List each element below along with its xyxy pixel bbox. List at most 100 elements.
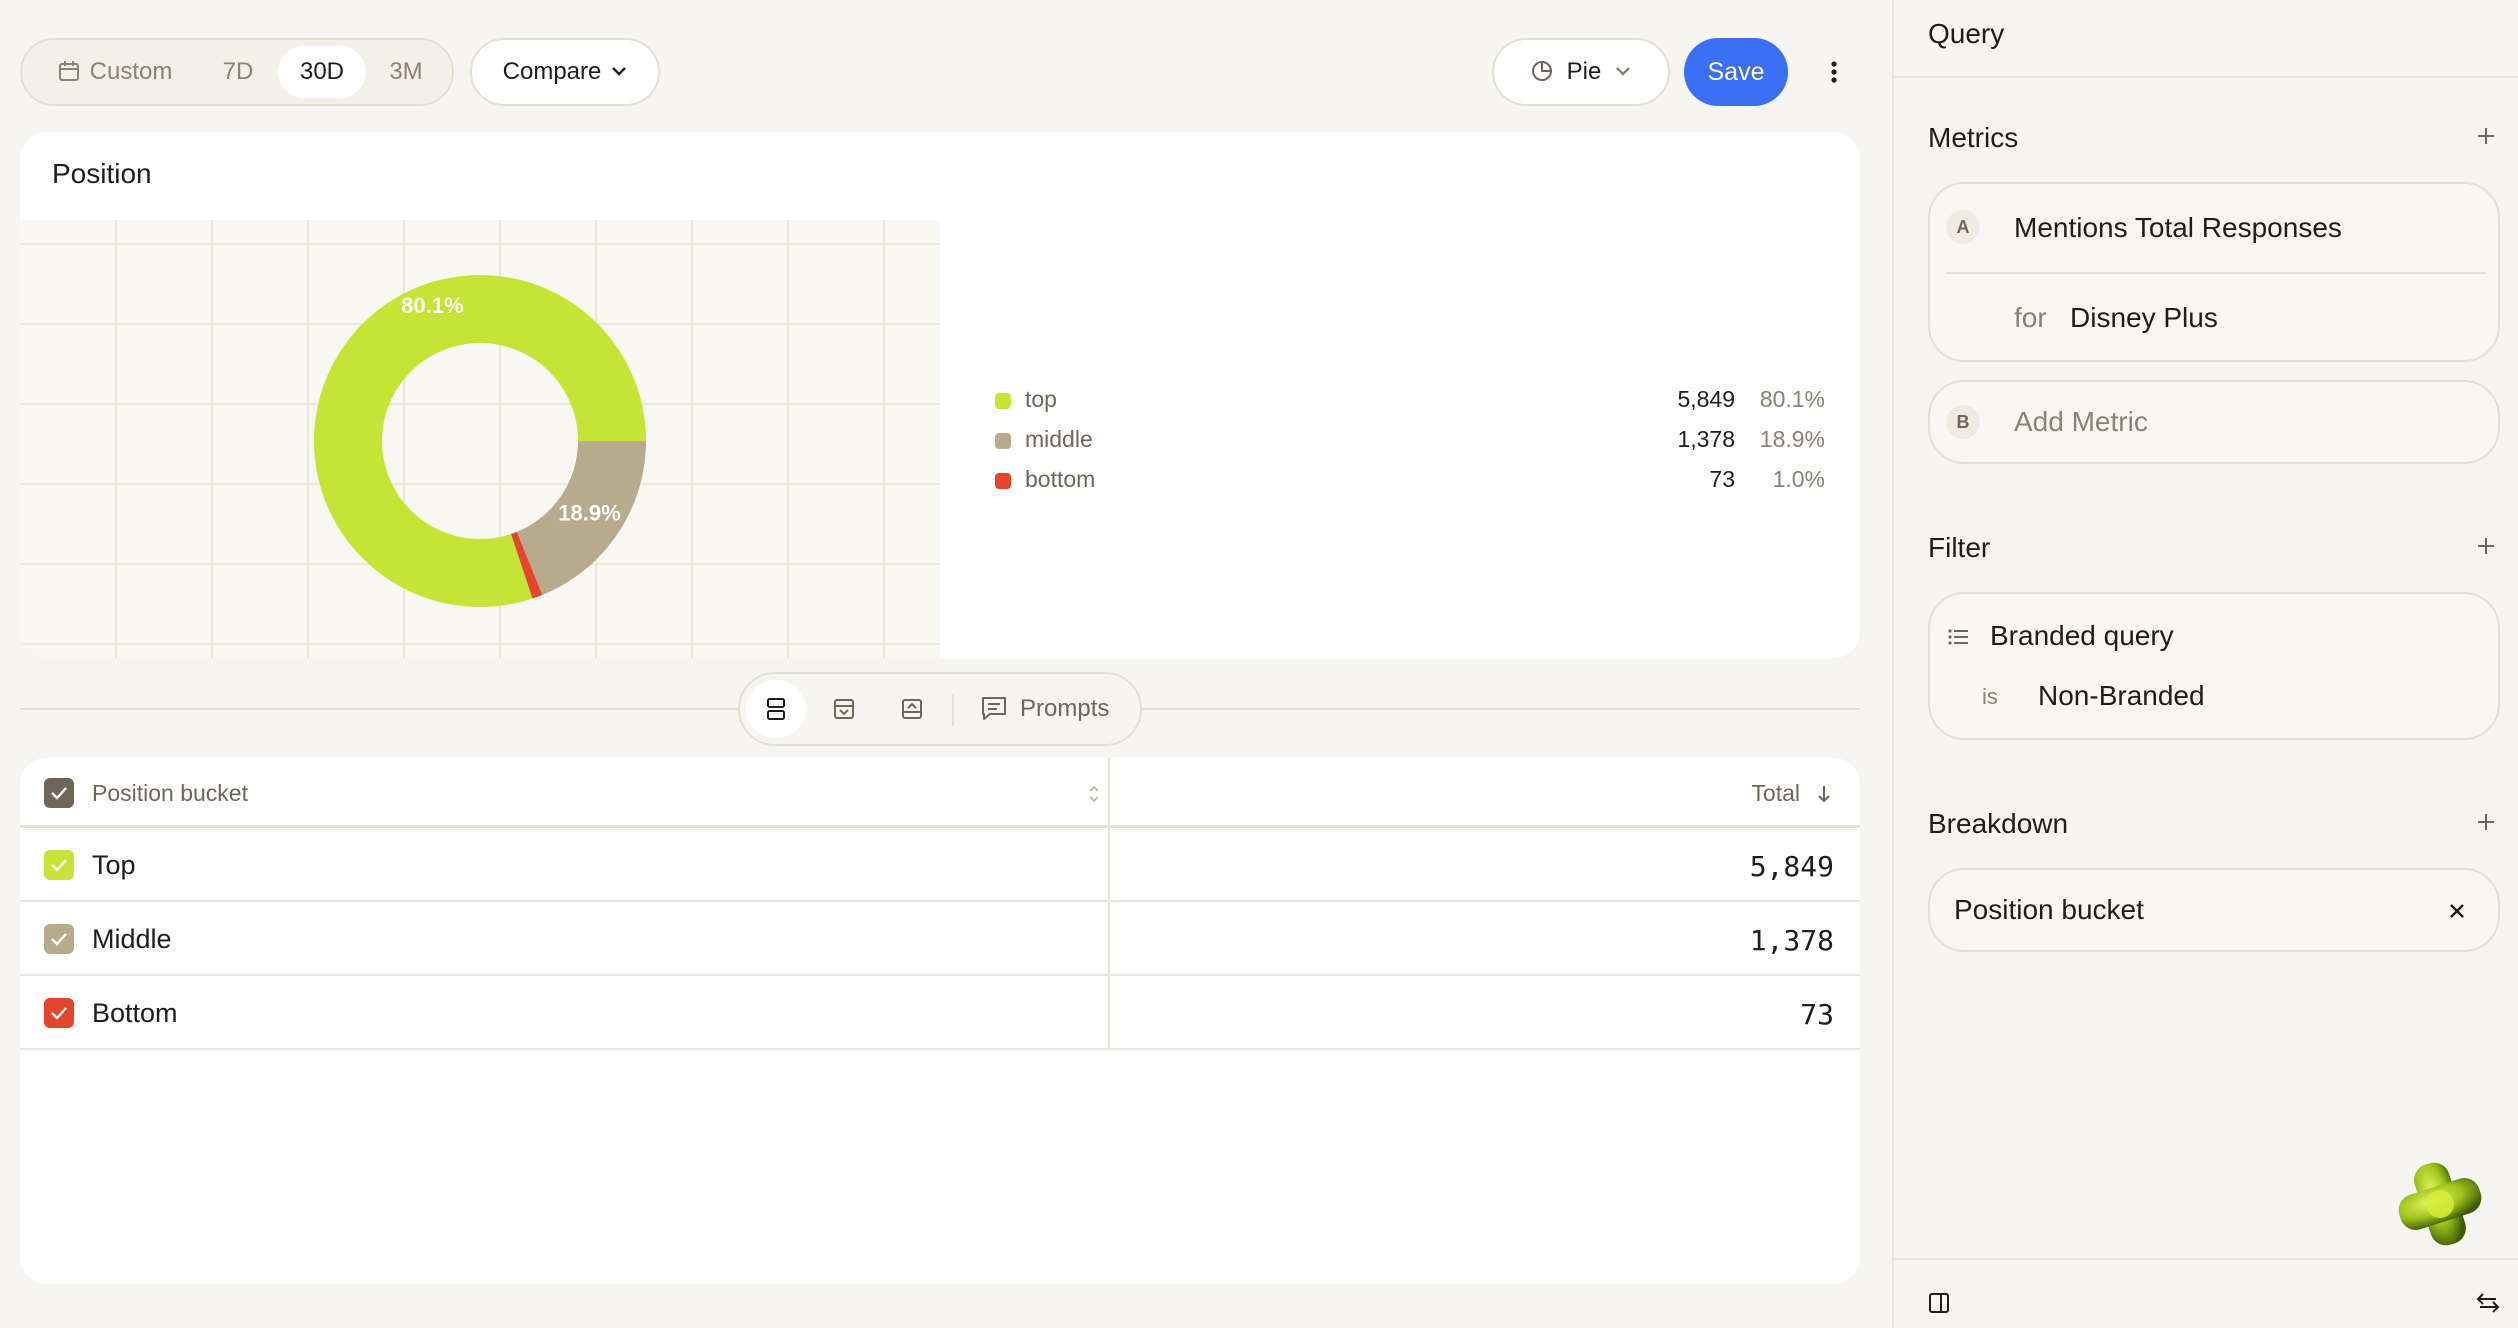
metrics-title: Metrics [1928, 122, 2019, 153]
chart-grid [20, 220, 940, 658]
range-custom-button[interactable]: Custom [40, 46, 190, 98]
toggle-separator [952, 694, 954, 726]
metric-divider [1946, 272, 2486, 274]
chevron-down-icon [612, 67, 627, 76]
more-options-icon[interactable] [1820, 58, 1848, 86]
legend-name: top [1025, 386, 1057, 412]
row-checkbox[interactable] [44, 850, 74, 880]
row-checkbox[interactable] [44, 924, 74, 954]
legend-name: middle [1025, 426, 1093, 452]
row-label: Top [92, 850, 136, 880]
filter-title: Filter [1928, 532, 1991, 563]
range-custom-label: Custom [89, 58, 173, 85]
pie-chart-icon [1531, 60, 1552, 81]
range-30d-label: 30D [299, 58, 345, 85]
range-7d-button[interactable]: 7D [198, 46, 278, 98]
add-breakdown-icon[interactable] [2476, 812, 2496, 832]
legend-item-top[interactable]: top 5,849 80.1% [995, 382, 1825, 422]
legend-item-bottom[interactable]: bottom 73 1.0% [995, 462, 1825, 502]
add-metric-icon[interactable] [2476, 126, 2496, 146]
table-row[interactable]: Top 5,849 [20, 828, 1860, 902]
sort-both-icon[interactable] [1088, 784, 1100, 804]
prompts-label: Prompts [1020, 695, 1110, 722]
check-icon [51, 1007, 67, 1020]
save-button[interactable]: Save [1684, 38, 1788, 106]
plot-area: 80.1% 18.9% [20, 220, 940, 658]
add-filter-icon[interactable] [2476, 536, 2496, 556]
filter-field[interactable]: Branded query [1990, 620, 2174, 651]
row-checkbox[interactable] [44, 998, 74, 1028]
assistant-logo-icon[interactable] [2392, 1156, 2488, 1252]
view-split-button[interactable] [746, 680, 806, 738]
legend-percent: 1.0% [1772, 466, 1825, 492]
message-icon [982, 696, 1006, 720]
panel-bottom-icon [902, 699, 922, 719]
panel-footer-divider [1894, 1258, 2518, 1260]
column-header-position-bucket[interactable]: Position bucket [92, 780, 248, 806]
check-icon [51, 787, 67, 800]
metric-a-card[interactable]: A Mentions Total Responses for Disney Pl… [1928, 182, 2500, 362]
pie-slice-bottom[interactable] [511, 531, 543, 599]
panel-divider [1894, 76, 2518, 78]
table-row[interactable]: Bottom 73 [20, 976, 1860, 1050]
legend-swatch [995, 433, 1011, 449]
prompts-button[interactable]: Prompts [980, 680, 1109, 738]
swap-arrows-icon[interactable] [2476, 1292, 2500, 1314]
pie-data-label: 80.1% [401, 293, 463, 318]
select-all-checkbox[interactable] [44, 778, 74, 808]
row-total: 1,378 [1749, 924, 1834, 957]
legend-percent: 18.9% [1759, 426, 1825, 452]
metric-for-value[interactable]: Disney Plus [2070, 302, 2218, 333]
chart-type-label: Pie [1566, 58, 1602, 85]
panel-top-icon [834, 699, 854, 719]
metric-name[interactable]: Mentions Total Responses [2014, 212, 2342, 243]
row-total: 73 [1800, 998, 1834, 1031]
view-table-only-button[interactable] [882, 680, 942, 738]
filter-card[interactable]: Branded query is Non-Branded [1928, 592, 2500, 740]
filter-operator[interactable]: is [1982, 684, 1998, 709]
row-label: Bottom [92, 998, 178, 1028]
view-chart-only-button[interactable] [814, 680, 874, 738]
row-total: 5,849 [1749, 850, 1834, 883]
arrow-down-icon[interactable] [1816, 784, 1832, 804]
column-header-total[interactable]: Total [1751, 780, 1800, 806]
table-row[interactable]: Middle 1,378 [20, 902, 1860, 976]
legend-value: 1,378 [1677, 426, 1735, 452]
sidebar-toggle-icon[interactable] [1928, 1292, 1950, 1314]
range-7d-label: 7D [222, 58, 254, 85]
filter-value[interactable]: Non-Branded [2038, 680, 2205, 711]
list-icon [1948, 629, 1968, 645]
metric-letter-badge: B [1946, 405, 1980, 439]
chevron-down-icon [1616, 66, 1631, 76]
row-label: Middle [92, 924, 172, 954]
check-icon [51, 933, 67, 946]
view-toggle: Prompts [738, 672, 1142, 746]
legend-swatch [995, 393, 1011, 409]
breakdown-item: Position bucket [1954, 894, 2144, 925]
metric-for-label: for [2014, 302, 2047, 333]
close-icon[interactable] [2448, 902, 2466, 920]
legend-item-middle[interactable]: middle 1,378 18.9% [995, 422, 1825, 462]
pie-slice-middle[interactable] [516, 441, 646, 595]
split-view-icon [767, 698, 785, 720]
chart-type-select[interactable]: Pie [1492, 38, 1670, 106]
compare-button[interactable]: Compare [470, 38, 660, 106]
column-separator [1108, 902, 1110, 974]
calendar-icon [58, 60, 79, 81]
range-30d-button[interactable]: 30D [278, 46, 366, 98]
range-3m-button[interactable]: 3M [366, 46, 446, 98]
legend-percent: 80.1% [1759, 386, 1825, 412]
legend-name: bottom [1025, 466, 1096, 492]
toolbar: Custom 7D 30D 3M Compare Pie Save [20, 38, 1860, 106]
pie-slice-top[interactable] [313, 275, 646, 607]
breakdown-card[interactable]: Position bucket [1928, 868, 2500, 952]
legend-value: 5,849 [1677, 386, 1735, 412]
breakdown-title: Breakdown [1928, 808, 2069, 839]
add-metric-b-card[interactable]: B Add Metric [1928, 380, 2500, 464]
date-range-group: Custom 7D 30D 3M [20, 38, 454, 106]
table-header: Position bucket Total [20, 758, 1860, 828]
panel-title: Query [1928, 18, 2005, 49]
column-separator [1108, 976, 1110, 1048]
metric-letter-badge: A [1946, 210, 1980, 244]
